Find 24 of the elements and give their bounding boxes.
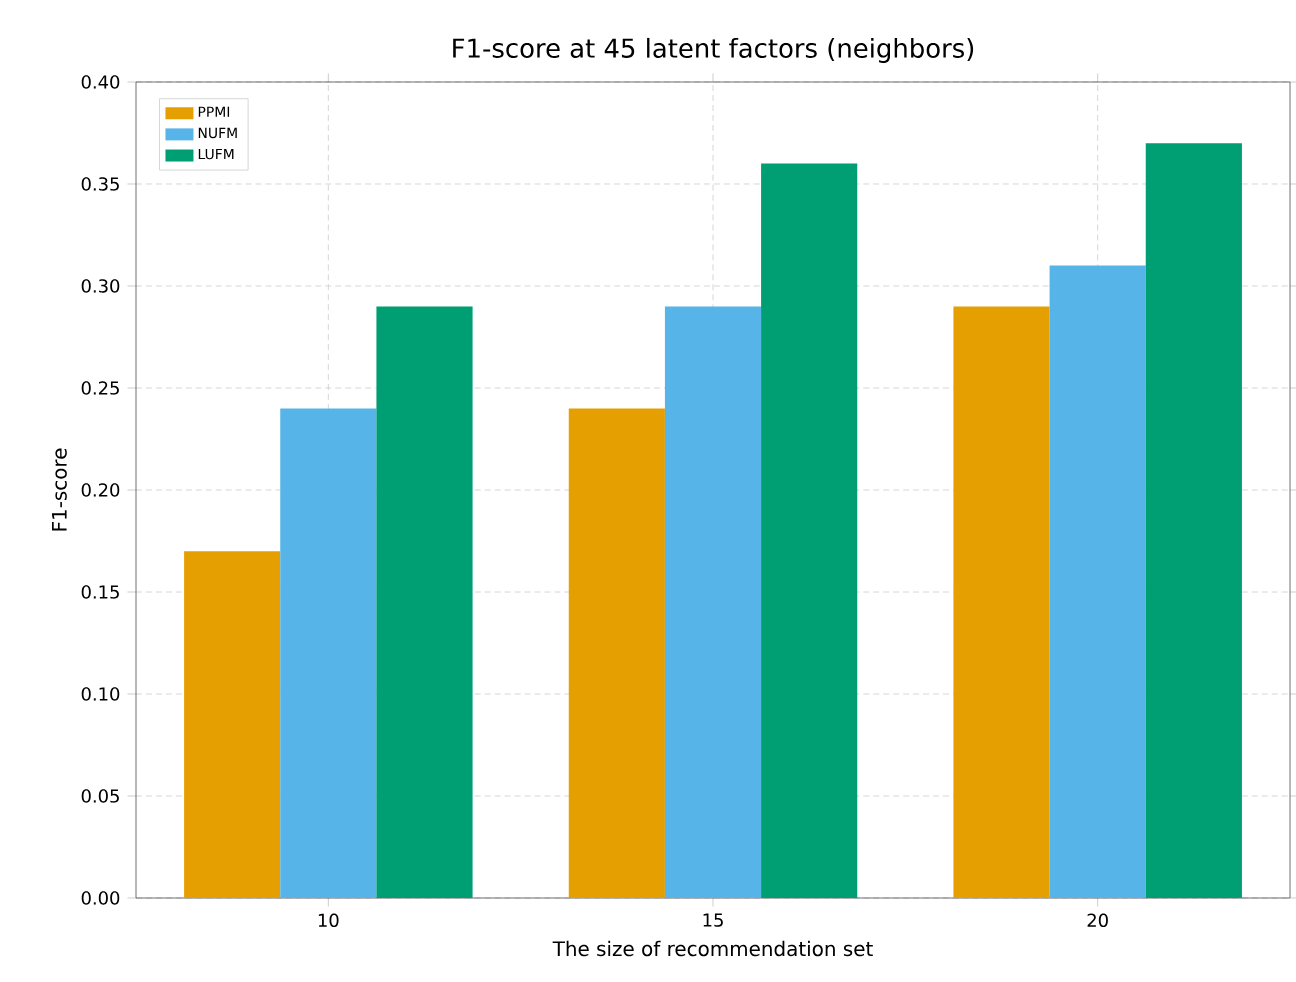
y-tick-label: 0.35	[81, 177, 119, 191]
y-tick-label: 0.10	[81, 687, 120, 701]
bar	[953, 306, 1050, 898]
chart-title: F1-score at 45 latent factors (neighbors)	[453, 37, 974, 63]
bar	[1145, 143, 1242, 898]
bar	[376, 306, 473, 898]
x-axis-title: The size of recommendation set	[552, 940, 873, 957]
bar	[664, 306, 762, 898]
y-tick-label: 0.40	[81, 75, 120, 89]
bar	[184, 551, 281, 898]
y-tick-label: 0.20	[81, 483, 120, 497]
bar	[1049, 265, 1146, 898]
y-tick-label: 0.30	[81, 279, 120, 293]
bar	[761, 163, 858, 898]
y-axis-title: F1-score	[52, 448, 67, 531]
y-tick-label: 0.05	[81, 789, 119, 803]
bar	[568, 408, 665, 898]
x-tick-label: 20	[1087, 913, 1108, 928]
x-tick-label: 10	[318, 913, 339, 928]
bar	[280, 408, 377, 898]
x-tick-label: 15	[703, 913, 723, 927]
y-tick-label: 0.25	[81, 381, 119, 395]
y-tick-label: 0.15	[81, 585, 119, 599]
y-tick-label: 0.00	[81, 891, 120, 905]
